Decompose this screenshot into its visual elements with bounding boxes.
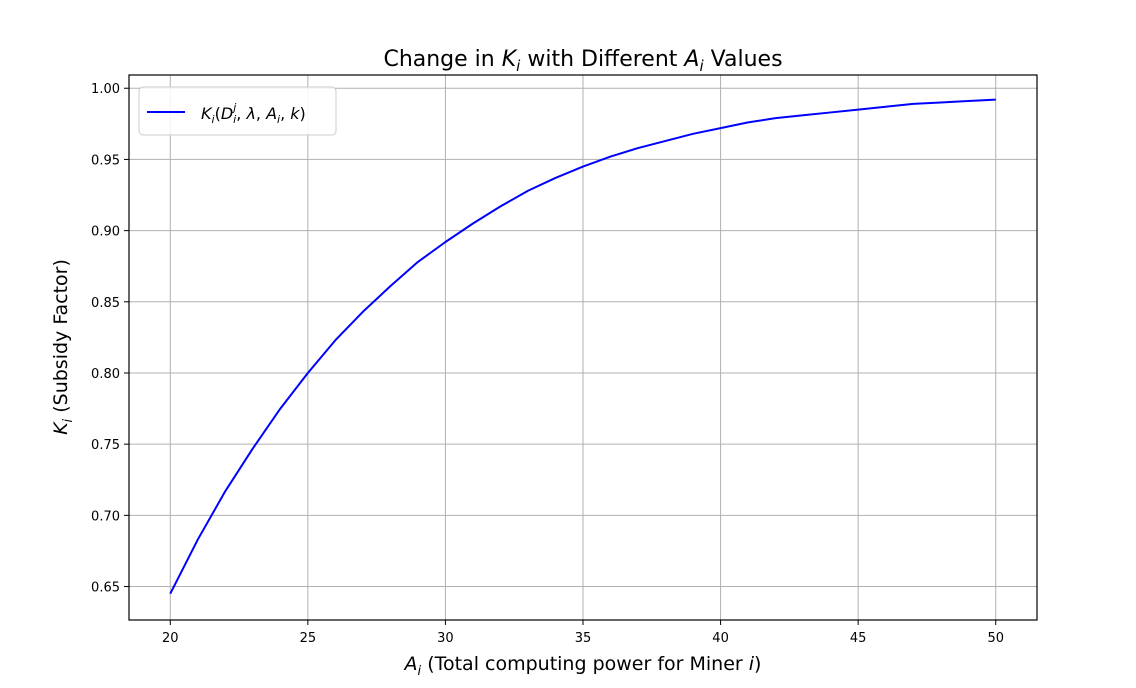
legend-box bbox=[138, 86, 337, 136]
x-tick-label: 45 bbox=[850, 631, 867, 646]
x-tick-label: 30 bbox=[437, 631, 454, 646]
x-tick-label: 25 bbox=[300, 631, 317, 646]
legend-label: Ki(Dij, λ, Ai, k) bbox=[201, 101, 306, 126]
y-tick-label: 0.75 bbox=[91, 438, 120, 453]
y-axis-label: Ki (Subsidy Factor) bbox=[50, 259, 76, 435]
x-tick-label: 35 bbox=[575, 631, 592, 646]
y-tick-label: 0.80 bbox=[91, 367, 120, 382]
y-tick-label: 0.90 bbox=[91, 225, 120, 240]
y-tick-label: 0.65 bbox=[91, 581, 120, 596]
y-tick-label: 0.85 bbox=[91, 296, 120, 311]
series-layer bbox=[169, 98, 996, 595]
x-tick-label: 20 bbox=[162, 631, 179, 646]
axis-ticks: 20 25 30 35 40 45 50 0.65 0.70 0.75 0.80 0.85 0.90 0.… bbox=[91, 82, 1004, 646]
x-tick-label: 40 bbox=[712, 631, 729, 646]
grid-lines bbox=[129, 75, 1037, 620]
chart-title: Change in Ki with Different Ai Values bbox=[383, 47, 782, 75]
plot-frame bbox=[128, 74, 1038, 621]
y-tick-label: 0.95 bbox=[91, 153, 120, 168]
x-tick-label: 50 bbox=[987, 631, 1004, 646]
series-line bbox=[169, 98, 996, 595]
x-axis-label: Ai (Total computing power for Miner i) bbox=[403, 653, 762, 679]
y-tick-label: 0.70 bbox=[91, 509, 120, 524]
legend: Ki(Dij, λ, Ai, k) bbox=[138, 86, 337, 136]
y-tick-label: 1.00 bbox=[91, 82, 120, 97]
